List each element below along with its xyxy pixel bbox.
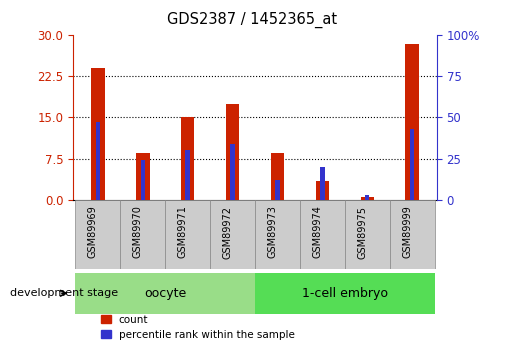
Text: GSM89975: GSM89975 bbox=[357, 206, 367, 259]
Bar bbox=[181, 117, 194, 200]
FancyBboxPatch shape bbox=[345, 200, 390, 269]
FancyBboxPatch shape bbox=[165, 200, 210, 269]
Bar bbox=[316, 181, 329, 200]
Bar bbox=[91, 68, 105, 200]
Text: GSM89973: GSM89973 bbox=[268, 206, 277, 258]
Bar bbox=[320, 167, 325, 200]
Bar bbox=[275, 180, 280, 200]
FancyBboxPatch shape bbox=[255, 200, 300, 269]
Text: oocyte: oocyte bbox=[144, 287, 186, 300]
FancyBboxPatch shape bbox=[120, 200, 165, 269]
Legend: count, percentile rank within the sample: count, percentile rank within the sample bbox=[101, 315, 295, 340]
Bar bbox=[255, 273, 435, 314]
Text: GSM89974: GSM89974 bbox=[313, 206, 322, 258]
Text: development stage: development stage bbox=[10, 288, 118, 298]
Bar bbox=[95, 122, 100, 200]
Bar bbox=[185, 150, 190, 200]
Bar bbox=[136, 153, 149, 200]
Bar bbox=[410, 129, 415, 200]
Text: GSM89972: GSM89972 bbox=[223, 206, 233, 259]
Text: 1-cell embryo: 1-cell embryo bbox=[302, 287, 388, 300]
Bar bbox=[361, 197, 374, 200]
Bar bbox=[406, 44, 419, 200]
Bar bbox=[230, 144, 235, 200]
Text: GDS2387 / 1452365_at: GDS2387 / 1452365_at bbox=[168, 12, 337, 28]
FancyBboxPatch shape bbox=[75, 200, 120, 269]
Bar bbox=[75, 273, 255, 314]
Bar bbox=[365, 195, 370, 200]
Text: GSM89971: GSM89971 bbox=[178, 206, 188, 258]
FancyBboxPatch shape bbox=[210, 200, 255, 269]
Bar bbox=[140, 160, 145, 200]
FancyBboxPatch shape bbox=[300, 200, 345, 269]
FancyBboxPatch shape bbox=[390, 200, 435, 269]
Text: GSM89969: GSM89969 bbox=[88, 206, 98, 258]
Text: GSM89970: GSM89970 bbox=[133, 206, 143, 258]
Bar bbox=[226, 104, 239, 200]
Text: GSM89999: GSM89999 bbox=[402, 206, 412, 258]
Bar bbox=[271, 153, 284, 200]
